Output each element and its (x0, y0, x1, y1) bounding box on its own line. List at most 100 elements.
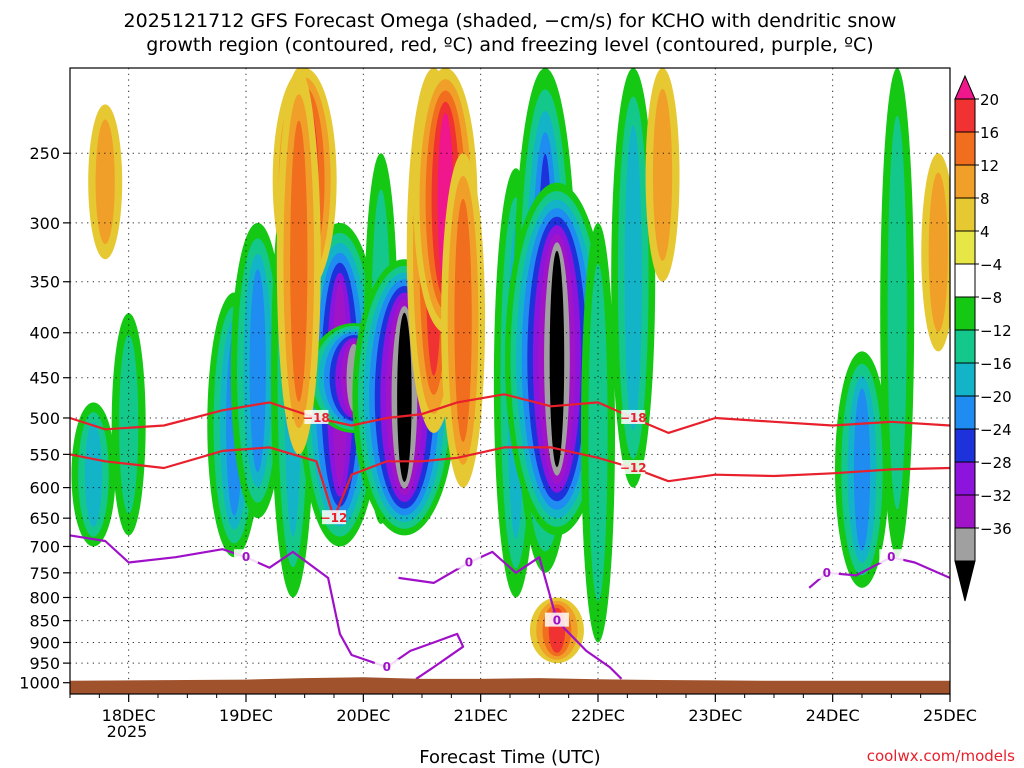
y-axis: 250 300 350 400 450 500 550 600 650 700 750 800 850 9… (19, 144, 70, 693)
omega-cell (588, 263, 608, 602)
x-tick-label: 20DEC (336, 706, 390, 725)
omega-cell (652, 88, 673, 261)
contour-layer: −18 −18 −12 −12 0 0 0 0 0 0 (70, 393, 950, 680)
colorbar-label: 16 (980, 124, 999, 142)
contour-label: 0 (887, 550, 895, 564)
contour-line (70, 446, 950, 520)
contour-label-bg (621, 409, 646, 424)
contour-label-bg (814, 564, 839, 579)
colorbar-label: −36 (980, 520, 1012, 538)
contour-label: 0 (553, 614, 561, 628)
colorbar-segment (954, 527, 976, 562)
y-tick-label: 350 (29, 273, 60, 292)
contour-label-bg (374, 659, 399, 674)
colorbar-label: 4 (980, 223, 990, 241)
y-tick-label: 550 (29, 445, 60, 464)
colorbar-segment (954, 461, 976, 496)
contour-label: 0 (823, 566, 831, 580)
x-tick-label: 19DEC (219, 706, 273, 725)
credit-link[interactable]: coolwx.com/models (867, 747, 1015, 765)
contour-label: 0 (242, 550, 250, 564)
contour-label-bg (234, 549, 258, 564)
y-tick-label: 950 (29, 654, 60, 673)
x-tick-label: 25DEC (923, 706, 977, 725)
x-axis: 18DEC 19DEC 20DEC 21DEC 22DEC 23DEC 24DEC 25DEC (69, 694, 977, 725)
contour-label: −18 (620, 411, 647, 425)
y-tick-label: 700 (29, 537, 60, 556)
contour-label-bg (322, 510, 346, 525)
x-tick-label: 18DEC (102, 706, 156, 725)
colorbar-segment (954, 131, 976, 166)
y-tick-label: 750 (29, 564, 60, 583)
y-tick-label: 300 (29, 214, 60, 233)
colorbar-label: −32 (980, 487, 1012, 505)
colorbar-segment (954, 395, 976, 430)
omega-cell (887, 115, 907, 510)
contour-label: 0 (383, 660, 391, 674)
y-tick-label: 900 (29, 633, 60, 652)
colorbar-label: −28 (980, 454, 1012, 472)
colorbar-segment (954, 263, 976, 298)
y-tick-label: 450 (29, 369, 60, 388)
omega-cell (454, 198, 472, 443)
y-tick-label: 1000 (19, 674, 60, 693)
contour-label-bg (621, 460, 646, 475)
omega-cell (549, 250, 565, 468)
contour-line (398, 550, 623, 680)
y-tick-label: 850 (29, 612, 60, 631)
omega-cell (84, 422, 103, 527)
colorbar-segment (954, 164, 976, 199)
contour-label-bg (304, 409, 329, 424)
x-axis-year-label: 2025 (107, 722, 148, 741)
colorbar-segment (954, 362, 976, 397)
contour-label: 0 (465, 556, 473, 570)
plot-area: −18 −18 −12 −12 0 0 0 0 0 0 (70, 68, 950, 694)
colorbar-label: −24 (980, 421, 1012, 439)
grid-layer (70, 68, 950, 694)
chart-title-line-1: 2025121712 GFS Forecast Omega (shaded, −… (124, 10, 897, 32)
chart-title-line-2: growth region (contoured, red, ºC) and f… (146, 34, 873, 56)
colorbar-label: −12 (980, 322, 1012, 340)
colorbar-label: 20 (980, 91, 999, 109)
omega-cell (119, 334, 139, 514)
colorbar-label: −20 (980, 388, 1012, 406)
colorbar-bottom-arrow (954, 560, 976, 602)
colorbar-segment (954, 197, 976, 232)
colorbar-segment (954, 329, 976, 364)
colorbar-label: −16 (980, 355, 1012, 373)
terrain-surface (70, 677, 950, 694)
colorbar-label: −8 (980, 289, 1002, 307)
colorbar-top-arrow (954, 74, 976, 100)
contour-label: −12 (321, 511, 348, 525)
contour-line (70, 534, 465, 680)
colorbar-segment (954, 494, 976, 529)
y-tick-label: 500 (29, 409, 60, 428)
omega-cell (290, 120, 308, 402)
omega-cell (397, 312, 412, 482)
omega-cell (853, 388, 871, 551)
colorbar: 20 16 12 8 4 −4 −8 −12 −16 −20 −24 −28 −32 −36 (954, 74, 1012, 602)
omega-cell (928, 172, 948, 332)
omega-cell (95, 119, 115, 245)
x-tick-label: 21DEC (454, 706, 508, 725)
colorbar-segment (954, 230, 976, 265)
x-tick-label: 23DEC (688, 706, 742, 725)
contour-line (70, 393, 950, 434)
y-tick-label: 600 (29, 479, 60, 498)
contour-label: −12 (620, 461, 647, 475)
y-tick-label: 400 (29, 324, 60, 343)
contour-label-bg (879, 549, 904, 564)
x-tick-label: 22DEC (571, 706, 625, 725)
contour-label-bg (544, 612, 569, 627)
x-tick-label: 24DEC (806, 706, 860, 725)
y-tick-label: 800 (29, 588, 60, 607)
x-axis-title: Forecast Time (UTC) (419, 747, 600, 768)
contour-label-bg (456, 554, 481, 569)
contour-label: −18 (303, 411, 330, 425)
y-tick-label: 250 (29, 144, 60, 163)
colorbar-label: 12 (980, 157, 999, 175)
colorbar-segment (954, 428, 976, 463)
colorbar-label: 8 (980, 190, 990, 208)
colorbar-segment (954, 296, 976, 331)
